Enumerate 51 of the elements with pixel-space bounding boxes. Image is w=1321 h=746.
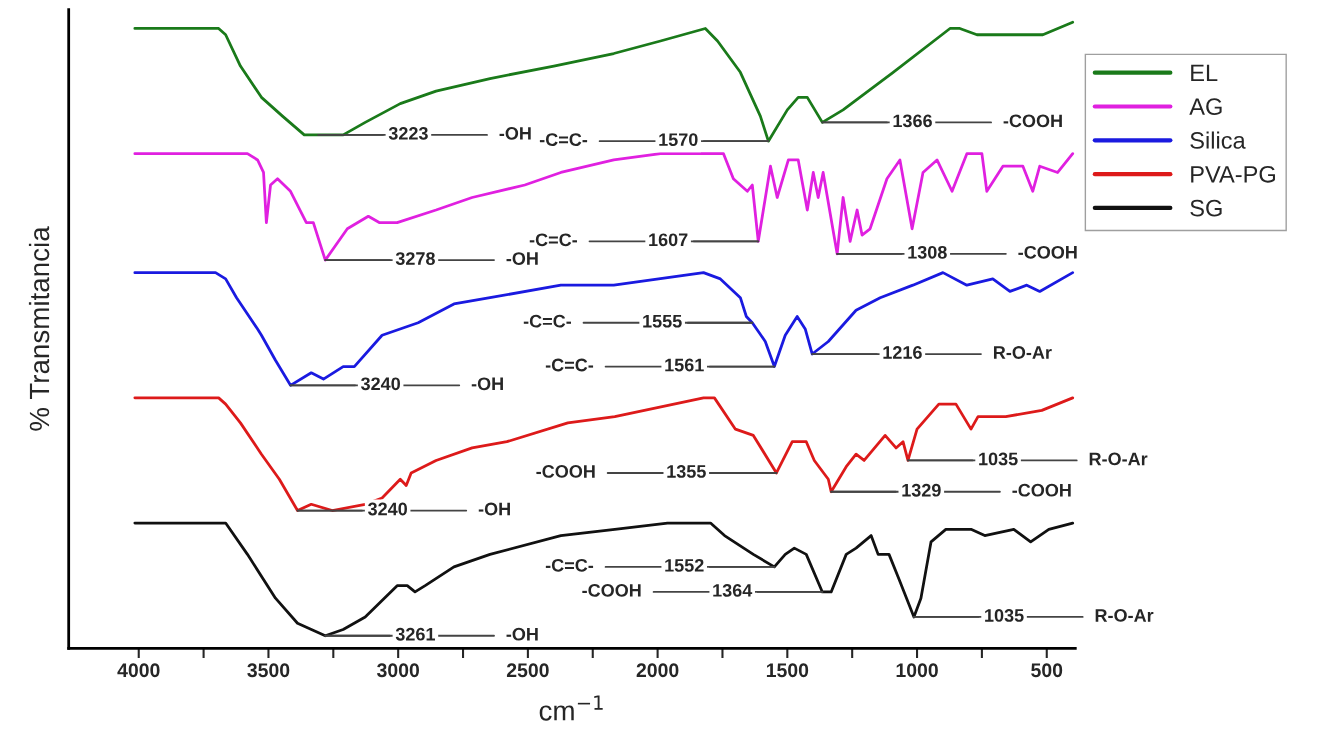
annotation: 3261	[395, 627, 435, 641]
annotation: 1329	[902, 483, 941, 497]
annotation: -COOH	[1018, 245, 1077, 259]
annotation: 1607	[649, 233, 688, 247]
legend-label: AG	[1189, 98, 1222, 115]
x-tick-label: 1500	[766, 663, 809, 678]
x-tick-label: 2500	[506, 663, 549, 678]
annotation: 1355	[667, 465, 706, 478]
annotation: -COOH	[1012, 483, 1071, 497]
annotation: -COOH	[536, 465, 595, 478]
annotation: -OH	[499, 126, 531, 140]
x-tick-label: 4000	[117, 663, 160, 678]
annotation: 1555	[643, 314, 682, 328]
x-tick-label: 2000	[636, 663, 679, 678]
x-tick-label: 500	[1031, 663, 1063, 678]
x-axis-title: cm$^{−1}$	[539, 695, 603, 721]
annotation: -OH	[478, 502, 510, 516]
annotation: -COOH	[582, 583, 641, 597]
legend-label: PVA-PG	[1191, 165, 1275, 183]
annotation: 1570	[659, 133, 698, 147]
legend-label: Silica	[1190, 131, 1246, 149]
annotation: 1216	[883, 346, 922, 359]
annotation: 1035	[985, 609, 1024, 622]
x-tick-label: 1000	[896, 663, 938, 678]
x-tick-label: 3500	[247, 663, 290, 678]
annotation: R-O-Ar	[993, 346, 1052, 359]
annotation: 3240	[367, 502, 407, 516]
annotation: -C=C-	[539, 133, 588, 147]
x-tick-label: 3000	[376, 663, 420, 678]
annotation: 3223	[388, 126, 428, 140]
annotation: -C=C-	[523, 314, 572, 328]
annotation: R-O-Ar	[1089, 452, 1148, 466]
annotation: 1552	[665, 558, 704, 572]
legend-label: SG	[1190, 199, 1222, 217]
annotation: 1308	[908, 245, 947, 259]
annotation: 1364	[713, 583, 753, 597]
annotation: -COOH	[1003, 114, 1062, 128]
annotation: -C=C-	[529, 233, 577, 247]
annotation: R-O-Ar	[1095, 609, 1154, 622]
annotation: -C=C-	[545, 558, 594, 572]
annotation: -OH	[471, 377, 503, 391]
annotation: 3278	[395, 252, 435, 265]
annotation: 1035	[979, 452, 1018, 466]
annotation: 1561	[665, 358, 704, 372]
annotation: -C=C-	[545, 358, 594, 372]
annotation: 1366	[893, 114, 932, 128]
annotation: 3240	[360, 377, 400, 391]
legend-label: EL	[1191, 64, 1218, 81]
annotation: -OH	[506, 627, 538, 641]
annotation: -OH	[506, 252, 538, 265]
y-axis-title: % Transmitancia	[28, 226, 50, 431]
